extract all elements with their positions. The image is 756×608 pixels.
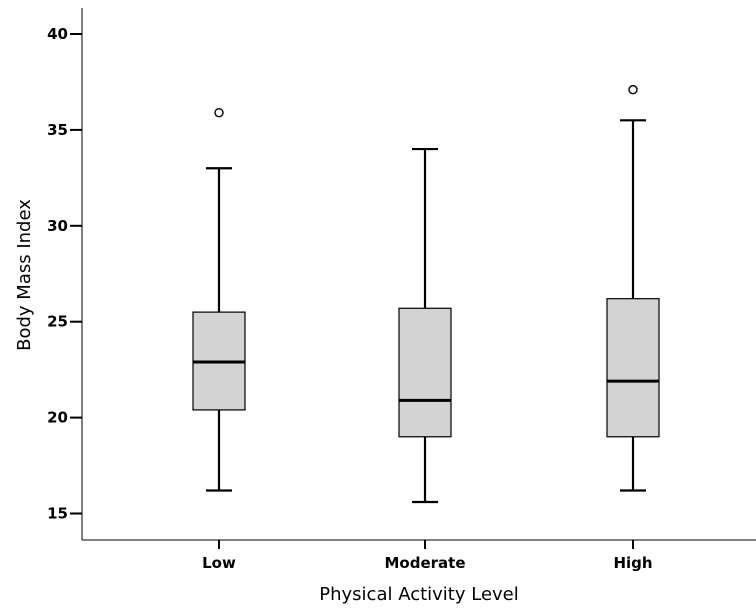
box-group-high (606, 84, 660, 492)
y-tick-label-35: 35 (47, 121, 68, 139)
x-tick-label-moderate: Moderate (384, 554, 465, 572)
y-tick-label-15: 15 (47, 505, 68, 523)
y-tick-label-30: 30 (47, 217, 68, 235)
x-tick-label-high: High (613, 554, 652, 572)
boxes-group (192, 84, 660, 504)
y-axis-title: Body Mass Index (14, 199, 35, 351)
outlier-point-low-0 (214, 107, 224, 118)
y-tick-label-25: 25 (47, 313, 68, 331)
y-tick-label-40: 40 (47, 25, 68, 43)
x-tick-label-low: Low (202, 554, 236, 572)
y-axis-ticks: 15 20 25 30 35 40 (47, 25, 82, 523)
y-tick-label-20: 20 (47, 409, 68, 427)
iqr-box-moderate (398, 307, 452, 438)
plot-area: 15 20 25 30 35 40 Low Moderate High (47, 8, 756, 572)
x-axis-title: Physical Activity Level (319, 584, 519, 605)
x-axis-ticks: Low Moderate High (202, 540, 653, 572)
box-group-moderate (398, 147, 452, 504)
iqr-box-high (606, 298, 660, 438)
box-group-low (192, 107, 246, 492)
outlier-point-high-0 (628, 84, 638, 95)
